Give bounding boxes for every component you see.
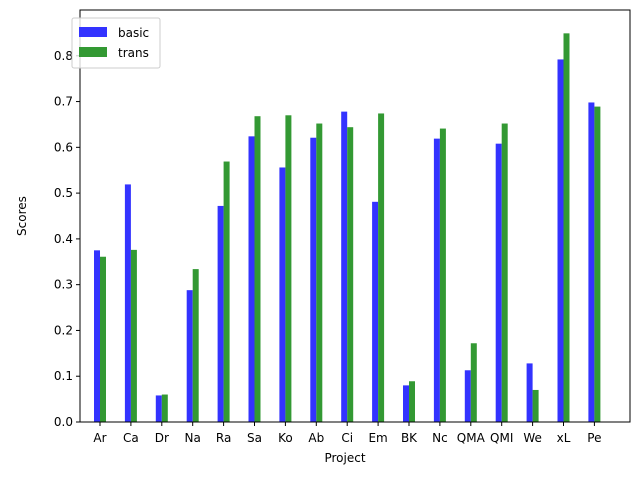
plot-frame (79, 9, 631, 423)
y-tick-label: 0.8 (54, 49, 73, 63)
x-tick-label-Ab: Ab (308, 431, 324, 445)
bar-basic-Pe (588, 102, 595, 423)
legend: basic trans (71, 17, 161, 69)
bar-trans-Ab (316, 123, 323, 422)
bar-trans-BK (409, 381, 415, 422)
x-tick-label-Nc: Nc (432, 431, 448, 445)
legend-label-basic: basic (118, 26, 149, 40)
bar-trans-Sa (254, 116, 261, 423)
x-tick-label-QMA: QMA (457, 431, 486, 445)
y-tick-label: 0.3 (54, 278, 73, 292)
bar-trans-QMA (470, 343, 477, 422)
x-tick-label-Pe: Pe (587, 431, 601, 445)
bar-trans-Ra (223, 161, 230, 422)
bar-basic-Dr (155, 395, 162, 422)
y-tick-label: 0.6 (54, 140, 73, 154)
y-tick-label: 0.5 (54, 186, 73, 200)
x-tick-label-Em: Em (368, 431, 387, 445)
y-axis: 0.0 0.1 0.2 0.3 0.4 0.5 0.6 0.7 0.8 (54, 49, 80, 429)
legend-swatch-trans (79, 47, 107, 57)
bar-basic-Ar (94, 250, 100, 422)
bar-basic-xL (557, 59, 564, 422)
bar-basic-We (526, 363, 533, 422)
bar-trans-Ar (100, 256, 106, 422)
bar-basic-Nc (433, 138, 440, 422)
bar-basic-Em (372, 201, 379, 422)
x-tick-label-Sa: Sa (247, 431, 262, 445)
x-tick-label-Ca: Ca (123, 431, 139, 445)
y-axis-label: Scores (15, 196, 29, 236)
bar-basic-QMA (464, 370, 471, 422)
bar-trans-We (532, 389, 539, 422)
bar-trans-xL (563, 33, 570, 422)
bar-trans-Em (378, 113, 385, 423)
y-tick-label: 0.7 (54, 95, 73, 109)
x-tick-label-Dr: Dr (155, 431, 169, 445)
x-tick-label-BK: BK (401, 431, 418, 445)
bar-basic-Ra (217, 205, 224, 422)
x-tick-label-QMI: QMI (490, 431, 513, 445)
bar-trans-Nc (439, 128, 446, 422)
y-tick-label: 0.1 (54, 369, 73, 383)
bar-trans-Ko (285, 115, 292, 423)
x-axis: Ar Ca Dr Na Ra Sa Ko Ab Ci Em BK Nc QMA QMI We xL Pe (93, 422, 602, 445)
bar-basic-Ci (341, 111, 348, 423)
bars-group (94, 33, 601, 423)
bar-basic-Ca (124, 184, 131, 422)
x-tick-label-Ci: Ci (341, 431, 353, 445)
x-tick-label-xL: xL (557, 431, 571, 445)
bar-trans-Dr (161, 394, 168, 422)
bar-basic-Ab (310, 137, 317, 422)
x-tick-label-We: We (523, 431, 542, 445)
y-tick-label: 0.4 (54, 232, 73, 246)
bar-basic-Ko (279, 167, 286, 422)
bar-trans-Na (192, 269, 199, 422)
bar-basic-Sa (248, 136, 255, 422)
x-tick-label-Na: Na (185, 431, 201, 445)
bar-basic-QMI (495, 143, 502, 422)
bar-basic-BK (403, 385, 409, 422)
x-tick-label-Ra: Ra (216, 431, 231, 445)
bar-trans-Pe (594, 106, 601, 422)
bar-trans-Ca (130, 249, 137, 422)
y-tick-label: 0.0 (54, 415, 73, 429)
x-axis-label: Project (324, 451, 365, 465)
bar-trans-QMI (501, 123, 508, 422)
x-tick-label-Ko: Ko (278, 431, 293, 445)
bar-basic-Na (186, 290, 193, 422)
legend-swatch-basic (79, 27, 107, 37)
bar-trans-Ci (347, 127, 354, 423)
legend-label-trans: trans (118, 46, 149, 60)
x-tick-label-Ar: Ar (93, 431, 106, 445)
y-tick-label: 0.2 (54, 323, 73, 337)
